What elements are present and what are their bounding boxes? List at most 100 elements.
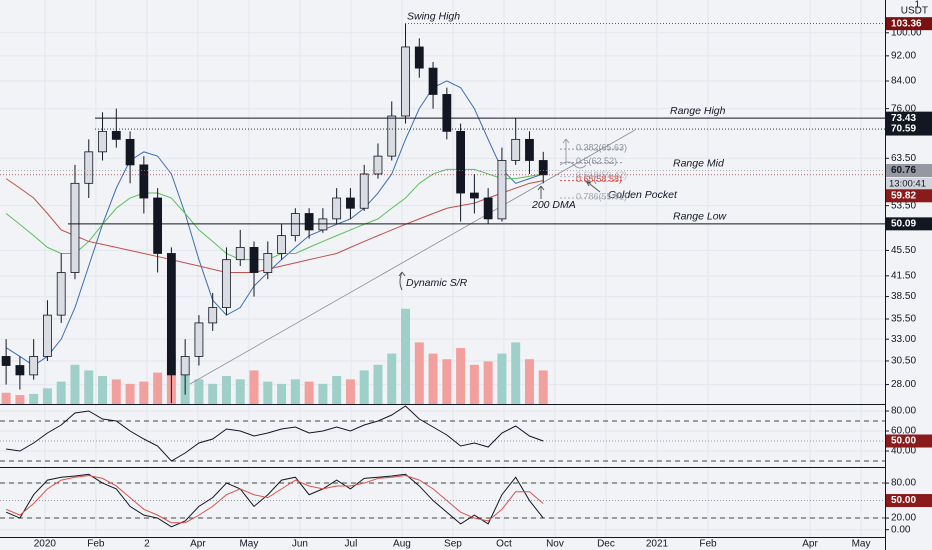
- candle-body: [180, 356, 190, 376]
- price-label: 50.09: [891, 218, 916, 229]
- candle-body: [166, 253, 176, 376]
- candle-body: [43, 314, 52, 357]
- volume-bar: [125, 383, 135, 404]
- price-pane: [1, 23, 548, 403]
- y-tick-label: 41.50: [891, 270, 916, 281]
- volume-bar: [442, 359, 452, 404]
- volume-bar: [277, 383, 287, 404]
- candle-body: [401, 46, 410, 117]
- y-tick-label: 20.00: [891, 513, 916, 524]
- annotation: 200 DMA: [531, 199, 576, 211]
- volume-bar: [70, 364, 80, 404]
- candle-body: [249, 246, 259, 273]
- price-label-box: [886, 163, 932, 177]
- fib-label: 0.65(58.58): [576, 174, 622, 184]
- y-tick-label: 80.00: [891, 478, 916, 489]
- x-tick-label: May: [239, 539, 258, 550]
- volume-bar: [263, 381, 273, 404]
- volume-bar: [428, 353, 438, 404]
- volume-bar: [84, 370, 94, 404]
- y-tick-label: 60.00: [891, 426, 916, 437]
- annotation: Dynamic S/R: [406, 277, 468, 289]
- candle-body: [483, 197, 493, 220]
- candle-body: [111, 130, 121, 140]
- volume-bar: [249, 370, 259, 404]
- price-label-box: [886, 111, 932, 125]
- volume-bar: [373, 364, 383, 404]
- y-tick-label: 76.00: [891, 103, 916, 114]
- fib-label: 0.5(62.52): [576, 156, 617, 166]
- volume-bar: [194, 379, 204, 404]
- y-tick-label: 84.00: [891, 76, 916, 87]
- volume-bar: [524, 359, 534, 404]
- candle-body: [332, 197, 342, 220]
- x-tick-label: 2021: [646, 539, 669, 550]
- candle-body: [511, 138, 521, 161]
- volume-bar: [1, 392, 11, 404]
- indicator-label: 50.00: [891, 436, 916, 447]
- candle-body: [428, 67, 438, 95]
- moving-average: [5, 80, 544, 367]
- x-tick-label: Aug: [393, 539, 411, 550]
- x-tick-label: 2: [144, 539, 150, 550]
- candle-body: [1, 356, 11, 366]
- price-label-box: [886, 17, 932, 31]
- volume-bar: [208, 383, 218, 404]
- x-tick-label: Sep: [444, 539, 462, 550]
- y-tick-label: 45.50: [891, 245, 916, 256]
- x-tick-label: Nov: [546, 539, 564, 550]
- x-tick-label: 2020: [34, 539, 57, 550]
- price-label: 59.82: [891, 190, 916, 201]
- candle-body: [442, 94, 452, 132]
- x-tick-label: May: [852, 539, 871, 550]
- x-tick-label: Feb: [699, 539, 717, 550]
- candle-body: [538, 160, 548, 176]
- volume-bar: [221, 376, 231, 404]
- volume-bar: [456, 348, 466, 404]
- candle-body: [15, 365, 25, 376]
- volume-bar: [318, 383, 328, 404]
- volume-bar: [304, 381, 314, 404]
- candle-body: [414, 46, 424, 69]
- candle-body: [235, 246, 245, 261]
- price-label-box: [886, 122, 932, 136]
- y-tick-label: 53.50: [891, 200, 916, 211]
- y-tick-label: 38.50: [891, 291, 916, 302]
- x-tick-label: Dec: [597, 539, 615, 550]
- moving-average: [5, 178, 544, 274]
- volume-bar: [15, 395, 25, 404]
- volume-bar: [56, 381, 66, 404]
- indicator-label: 50.00: [891, 495, 916, 506]
- candle-body: [373, 155, 383, 175]
- x-tick-label: Oct: [496, 539, 512, 550]
- fib-label: 0.786(55.01): [576, 191, 627, 201]
- volume-bar: [332, 376, 342, 404]
- candle-body: [29, 356, 39, 376]
- candle-body: [304, 213, 314, 231]
- volume-bar: [98, 376, 108, 404]
- volume-bar: [111, 379, 121, 404]
- candle-body: [456, 130, 466, 194]
- countdown-box: [886, 177, 932, 190]
- candle-body: [56, 272, 66, 316]
- indicator-line: [5, 474, 544, 524]
- price-label: 103.36: [891, 18, 922, 29]
- candle-body: [153, 197, 163, 254]
- price-label-box: [886, 217, 932, 231]
- candle-body: [194, 322, 204, 357]
- currency: USDT: [901, 6, 928, 17]
- volume-bar: [469, 364, 479, 404]
- volume: [1, 308, 548, 404]
- candle-body: [318, 218, 328, 231]
- volume-bar: [483, 361, 493, 404]
- level-label: Range Mid: [673, 157, 725, 169]
- volume-bar: [401, 308, 411, 404]
- y-tick-label: 40.00: [891, 446, 916, 457]
- candle-body: [387, 115, 397, 157]
- fib-label: 0.618(59.42): [576, 170, 627, 180]
- indicator-line: [6, 405, 544, 462]
- volume-bar: [387, 353, 397, 404]
- candle-body: [139, 164, 149, 199]
- volume-bar: [345, 379, 355, 404]
